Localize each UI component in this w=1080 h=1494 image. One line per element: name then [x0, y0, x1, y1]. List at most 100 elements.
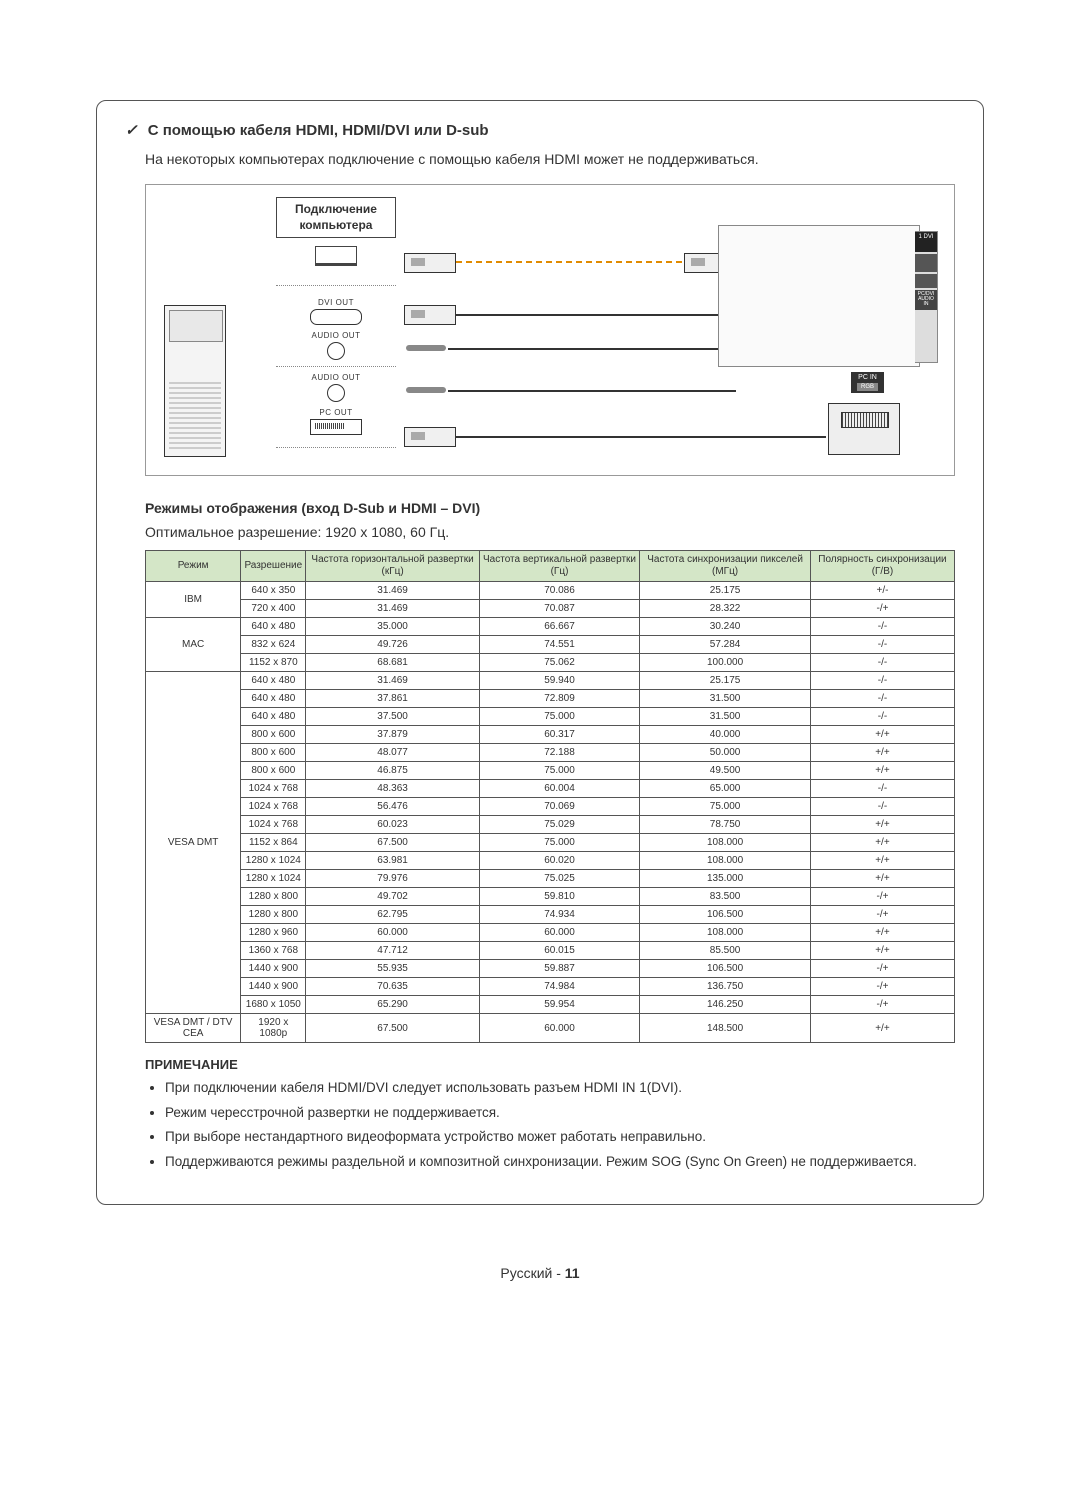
table-row: 800 x 60046.87575.00049.500+/+: [146, 762, 955, 780]
table-cell: 1024 x 768: [241, 816, 306, 834]
table-header-cell: Частота горизонтальной развертки (кГц): [306, 551, 479, 582]
list-item: Поддерживаются режимы раздельной и компо…: [165, 1152, 955, 1172]
table-cell: 37.861: [306, 690, 479, 708]
table-cell: -/-: [810, 618, 954, 636]
list-item: При подключении кабеля HDMI/DVI следует …: [165, 1078, 955, 1098]
footer-page: 11: [565, 1265, 580, 1281]
table-cell: 48.077: [306, 744, 479, 762]
table-cell: 1280 x 960: [241, 924, 306, 942]
table-row: 720 x 40031.46970.08728.322-/+: [146, 600, 955, 618]
table-row: VESA DMT / DTV CEA1920 x 1080p67.50060.0…: [146, 1014, 955, 1043]
table-cell: 48.363: [306, 780, 479, 798]
port-pc-out: PC OUT: [276, 408, 396, 435]
table-cell: 79.976: [306, 870, 479, 888]
cable-plug-icon: [404, 253, 456, 273]
table-cell: 1152 x 864: [241, 834, 306, 852]
table-cell: 31.469: [306, 600, 479, 618]
computer-icon: [164, 305, 226, 457]
table-cell: 59.954: [479, 996, 639, 1014]
table-cell: 78.750: [640, 816, 811, 834]
table-cell: 25.175: [640, 672, 811, 690]
section-title: ✓ С помощью кабеля HDMI, HDMI/DVI или D-…: [125, 121, 955, 139]
tv-side-ports: 1 DVI PC/DVI AUDIO IN: [915, 231, 938, 363]
table-row: 800 x 60048.07772.18850.000+/+: [146, 744, 955, 762]
table-cell: 60.004: [479, 780, 639, 798]
table-cell: 74.984: [479, 978, 639, 996]
table-cell: 1152 x 870: [241, 654, 306, 672]
table-cell: +/+: [810, 762, 954, 780]
table-cell: 800 x 600: [241, 726, 306, 744]
table-cell: 1440 x 900: [241, 960, 306, 978]
table-cell: 75.062: [479, 654, 639, 672]
footer-lang: Русский: [500, 1265, 552, 1281]
audio-jack-icon: [327, 342, 345, 360]
table-cell: 75.025: [479, 870, 639, 888]
table-cell: -/+: [810, 978, 954, 996]
mode-cell: VESA DMT / DTV CEA: [146, 1014, 241, 1043]
table-row: IBM640 x 35031.46970.08625.175+/-: [146, 582, 955, 600]
table-row: 640 x 48037.50075.00031.500-/-: [146, 708, 955, 726]
table-cell: 75.029: [479, 816, 639, 834]
table-row: 1152 x 87068.68175.062100.000-/-: [146, 654, 955, 672]
hdmi-cable: [456, 261, 682, 263]
vga-cable: [456, 436, 826, 438]
audio-cable-1: [448, 348, 736, 350]
list-item: При выборе нестандартного видеоформата у…: [165, 1127, 955, 1147]
table-cell: +/-: [810, 582, 954, 600]
notes-heading: ПРИМЕЧАНИЕ: [145, 1057, 955, 1072]
table-cell: 640 x 480: [241, 690, 306, 708]
table-cell: -/+: [810, 906, 954, 924]
table-cell: 25.175: [640, 582, 811, 600]
audio-plug-icon: [406, 387, 446, 393]
tv-port-hdmi-label: 1 DVI: [917, 234, 935, 240]
table-cell: 72.809: [479, 690, 639, 708]
table-cell: 31.469: [306, 672, 479, 690]
table-cell: 1920 x 1080p: [241, 1014, 306, 1043]
section-intro: На некоторых компьютерах подключение с п…: [145, 149, 955, 170]
table-cell: 75.000: [479, 762, 639, 780]
table-cell: 1680 x 1050: [241, 996, 306, 1014]
table-header-cell: Частота вертикальной развертки (Гц): [479, 551, 639, 582]
table-row: 1440 x 90055.93559.887106.500-/+: [146, 960, 955, 978]
table-cell: 60.023: [306, 816, 479, 834]
table-cell: +/+: [810, 744, 954, 762]
table-cell: +/+: [810, 834, 954, 852]
table-row: 1280 x 96060.00060.000108.000+/+: [146, 924, 955, 942]
table-cell: 59.940: [479, 672, 639, 690]
dvi-jack-icon: [310, 309, 362, 325]
table-cell: 106.500: [640, 906, 811, 924]
table-cell: -/-: [810, 654, 954, 672]
port-dvi-out: DVI OUT: [276, 298, 396, 325]
table-cell: 55.935: [306, 960, 479, 978]
table-cell: 62.795: [306, 906, 479, 924]
table-cell: -/-: [810, 690, 954, 708]
table-cell: 70.086: [479, 582, 639, 600]
table-cell: +/+: [810, 924, 954, 942]
table-cell: 67.500: [306, 1014, 479, 1043]
table-cell: 37.879: [306, 726, 479, 744]
mode-cell: VESA DMT: [146, 672, 241, 1014]
mode-cell: MAC: [146, 618, 241, 672]
table-cell: 70.635: [306, 978, 479, 996]
table-cell: 60.000: [479, 924, 639, 942]
table-row: 1280 x 80062.79574.934106.500-/+: [146, 906, 955, 924]
hdmi-block: [276, 241, 396, 271]
table-cell: 136.750: [640, 978, 811, 996]
diagram-label: Подключение компьютера: [276, 197, 396, 238]
table-cell: 108.000: [640, 852, 811, 870]
table-header-cell: Частота синхронизации пикселей (МГц): [640, 551, 811, 582]
table-cell: -/-: [810, 708, 954, 726]
table-cell: 640 x 480: [241, 708, 306, 726]
table-cell: 31.500: [640, 690, 811, 708]
table-cell: 65.000: [640, 780, 811, 798]
table-cell: 56.476: [306, 798, 479, 816]
table-cell: 135.000: [640, 870, 811, 888]
table-row: 1024 x 76848.36360.00465.000-/-: [146, 780, 955, 798]
table-cell: 1440 x 900: [241, 978, 306, 996]
table-cell: 60.015: [479, 942, 639, 960]
table-cell: 800 x 600: [241, 762, 306, 780]
diagram-label-line2: компьютера: [299, 218, 372, 232]
table-cell: 832 x 624: [241, 636, 306, 654]
table-cell: 640 x 480: [241, 618, 306, 636]
table-row: 1360 x 76847.71260.01585.500+/+: [146, 942, 955, 960]
